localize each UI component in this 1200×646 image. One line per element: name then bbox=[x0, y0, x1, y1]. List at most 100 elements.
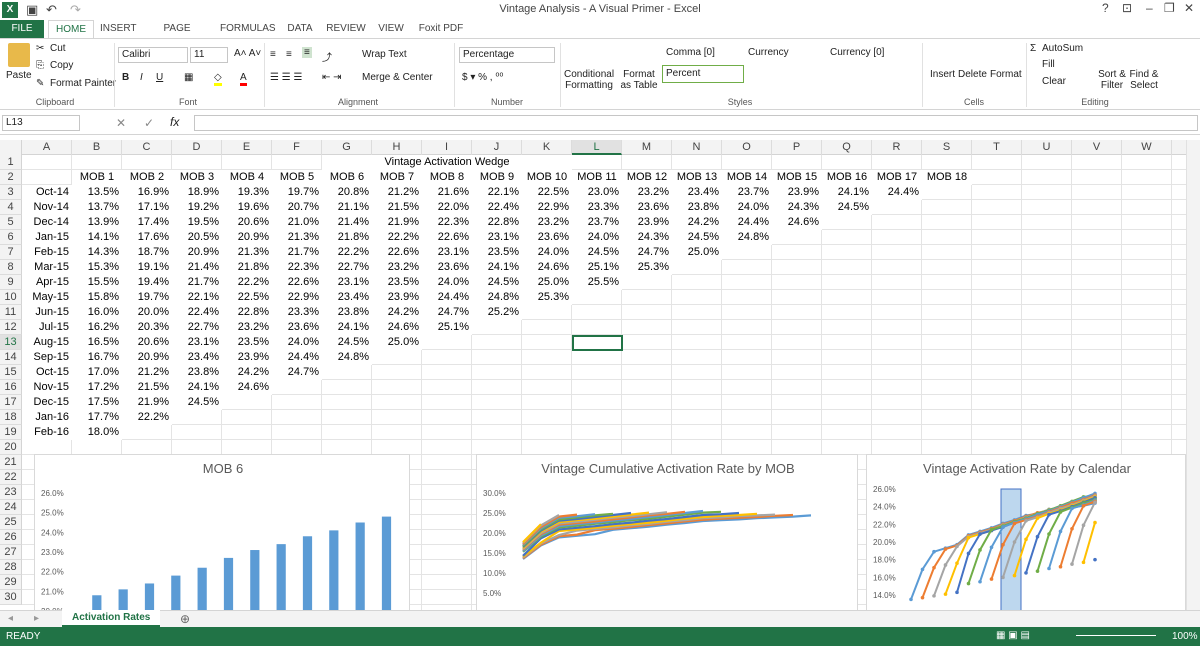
row-header-13[interactable]: 13 bbox=[0, 335, 22, 350]
table-cell[interactable]: 17.0% bbox=[72, 365, 122, 380]
copy-icon[interactable]: ⎘ bbox=[36, 60, 44, 71]
table-cell[interactable]: 23.5% bbox=[222, 335, 272, 350]
tab-home[interactable]: HOME bbox=[48, 20, 94, 38]
table-cell[interactable]: 16.7% bbox=[72, 350, 122, 365]
table-header-cell[interactable]: MOB 10 bbox=[522, 170, 572, 185]
table-cell[interactable]: 15.5% bbox=[72, 275, 122, 290]
add-sheet-icon[interactable]: ⊕ bbox=[180, 612, 191, 626]
table-cell[interactable]: 22.8% bbox=[472, 215, 522, 230]
row-header-2[interactable]: 2 bbox=[0, 170, 22, 185]
font-name-box[interactable]: Calibri bbox=[118, 47, 188, 63]
table-cell[interactable]: 20.3% bbox=[122, 320, 172, 335]
style-currency0[interactable]: Currency [0] bbox=[830, 47, 885, 58]
table-cell[interactable]: 17.2% bbox=[72, 380, 122, 395]
table-cell[interactable]: 22.2% bbox=[372, 230, 422, 245]
table-cell[interactable]: 13.5% bbox=[72, 185, 122, 200]
table-cell[interactable]: 22.7% bbox=[322, 260, 372, 275]
table-cell[interactable]: 14.3% bbox=[72, 245, 122, 260]
table-cell[interactable]: 24.0% bbox=[572, 230, 622, 245]
table-cell[interactable]: 16.9% bbox=[122, 185, 172, 200]
table-cell[interactable]: 24.6% bbox=[772, 215, 822, 230]
table-cell[interactable]: 23.0% bbox=[572, 185, 622, 200]
table-cell[interactable]: 24.7% bbox=[622, 245, 672, 260]
table-cell[interactable]: 23.3% bbox=[272, 305, 322, 320]
column-header-C[interactable]: C bbox=[122, 140, 172, 155]
table-cell[interactable]: 22.6% bbox=[272, 275, 322, 290]
column-header-T[interactable]: T bbox=[972, 140, 1022, 155]
table-cell[interactable]: 21.8% bbox=[222, 260, 272, 275]
table-header-cell[interactable]: MOB 4 bbox=[222, 170, 272, 185]
tab-review[interactable]: REVIEW bbox=[326, 23, 366, 34]
column-header-F[interactable]: F bbox=[272, 140, 322, 155]
table-cell[interactable]: 20.5% bbox=[172, 230, 222, 245]
font-size-box[interactable]: 11 bbox=[190, 47, 228, 63]
zoom-slider[interactable] bbox=[1076, 635, 1156, 636]
table-cell[interactable]: 23.3% bbox=[572, 200, 622, 215]
column-header-E[interactable]: E bbox=[222, 140, 272, 155]
row-header-26[interactable]: 26 bbox=[0, 530, 22, 545]
table-row-label[interactable]: Oct-15 bbox=[22, 365, 72, 380]
table-cell[interactable]: 24.8% bbox=[322, 350, 372, 365]
table-cell[interactable]: 23.9% bbox=[372, 290, 422, 305]
table-header-cell[interactable]: MOB 18 bbox=[922, 170, 972, 185]
table-row-label[interactable]: Jan-16 bbox=[22, 410, 72, 425]
table-row-label[interactable]: Dec-14 bbox=[22, 215, 72, 230]
close-icon[interactable]: ✕ bbox=[1184, 1, 1195, 15]
table-cell[interactable]: 17.1% bbox=[122, 200, 172, 215]
table-cell[interactable]: 17.7% bbox=[72, 410, 122, 425]
table-cell[interactable]: 24.7% bbox=[422, 305, 472, 320]
column-header-O[interactable]: O bbox=[722, 140, 772, 155]
table-cell[interactable]: 23.8% bbox=[322, 305, 372, 320]
column-header-K[interactable]: K bbox=[522, 140, 572, 155]
table-cell[interactable]: 16.2% bbox=[72, 320, 122, 335]
row-header-8[interactable]: 8 bbox=[0, 260, 22, 275]
table-cell[interactable]: 22.4% bbox=[472, 200, 522, 215]
bottom-align-icon[interactable]: ≡ bbox=[302, 47, 312, 58]
column-header-S[interactable]: S bbox=[922, 140, 972, 155]
table-cell[interactable]: 17.5% bbox=[72, 395, 122, 410]
table-cell[interactable]: 24.8% bbox=[472, 290, 522, 305]
prev-sheet-icon[interactable]: ◂ bbox=[8, 613, 14, 624]
table-row-label[interactable]: Dec-15 bbox=[22, 395, 72, 410]
table-cell[interactable]: 22.5% bbox=[222, 290, 272, 305]
row-header-28[interactable]: 28 bbox=[0, 560, 22, 575]
table-cell[interactable]: 15.8% bbox=[72, 290, 122, 305]
table-cell[interactable]: 23.1% bbox=[472, 230, 522, 245]
table-header-cell[interactable]: MOB 6 bbox=[322, 170, 372, 185]
find-select-button[interactable]: Find & Select bbox=[1129, 69, 1159, 91]
row-header-23[interactable]: 23 bbox=[0, 485, 22, 500]
style-comma0[interactable]: Comma [0] bbox=[666, 47, 715, 58]
table-cell[interactable]: 21.8% bbox=[322, 230, 372, 245]
table-cell[interactable]: 21.2% bbox=[122, 365, 172, 380]
row-header-18[interactable]: 18 bbox=[0, 410, 22, 425]
table-cell[interactable]: 24.2% bbox=[222, 365, 272, 380]
column-header-A[interactable]: A bbox=[22, 140, 72, 155]
table-cell[interactable]: 19.3% bbox=[222, 185, 272, 200]
table-cell[interactable]: 21.1% bbox=[322, 200, 372, 215]
table-header-cell[interactable]: MOB 9 bbox=[472, 170, 522, 185]
table-cell[interactable]: 24.1% bbox=[472, 260, 522, 275]
middle-align-icon[interactable]: ≡ bbox=[286, 49, 292, 60]
table-cell[interactable]: 22.5% bbox=[522, 185, 572, 200]
table-header-cell[interactable]: MOB 2 bbox=[122, 170, 172, 185]
tab-formulas[interactable]: FORMULAS bbox=[220, 23, 276, 34]
table-cell[interactable]: 23.1% bbox=[422, 245, 472, 260]
column-header-H[interactable]: H bbox=[372, 140, 422, 155]
row-header-3[interactable]: 3 bbox=[0, 185, 22, 200]
table-row-label[interactable]: Sep-15 bbox=[22, 350, 72, 365]
chart-2[interactable]: Vintage Cumulative Activation Rate by MO… bbox=[476, 454, 858, 610]
table-cell[interactable]: 24.6% bbox=[372, 320, 422, 335]
row-header-9[interactable]: 9 bbox=[0, 275, 22, 290]
column-header-B[interactable]: B bbox=[72, 140, 122, 155]
table-cell[interactable]: 22.1% bbox=[172, 290, 222, 305]
table-header-cell[interactable]: MOB 16 bbox=[822, 170, 872, 185]
format-as-table-button[interactable]: Format as Table bbox=[620, 69, 658, 91]
table-cell[interactable]: 20.9% bbox=[172, 245, 222, 260]
format-button[interactable]: Format bbox=[990, 69, 1022, 80]
autosum-icon[interactable]: Σ bbox=[1030, 43, 1037, 54]
table-cell[interactable]: 21.7% bbox=[172, 275, 222, 290]
table-cell[interactable]: 13.9% bbox=[72, 215, 122, 230]
table-header-cell[interactable]: MOB 5 bbox=[272, 170, 322, 185]
table-cell[interactable]: 24.1% bbox=[322, 320, 372, 335]
row-header-14[interactable]: 14 bbox=[0, 350, 22, 365]
